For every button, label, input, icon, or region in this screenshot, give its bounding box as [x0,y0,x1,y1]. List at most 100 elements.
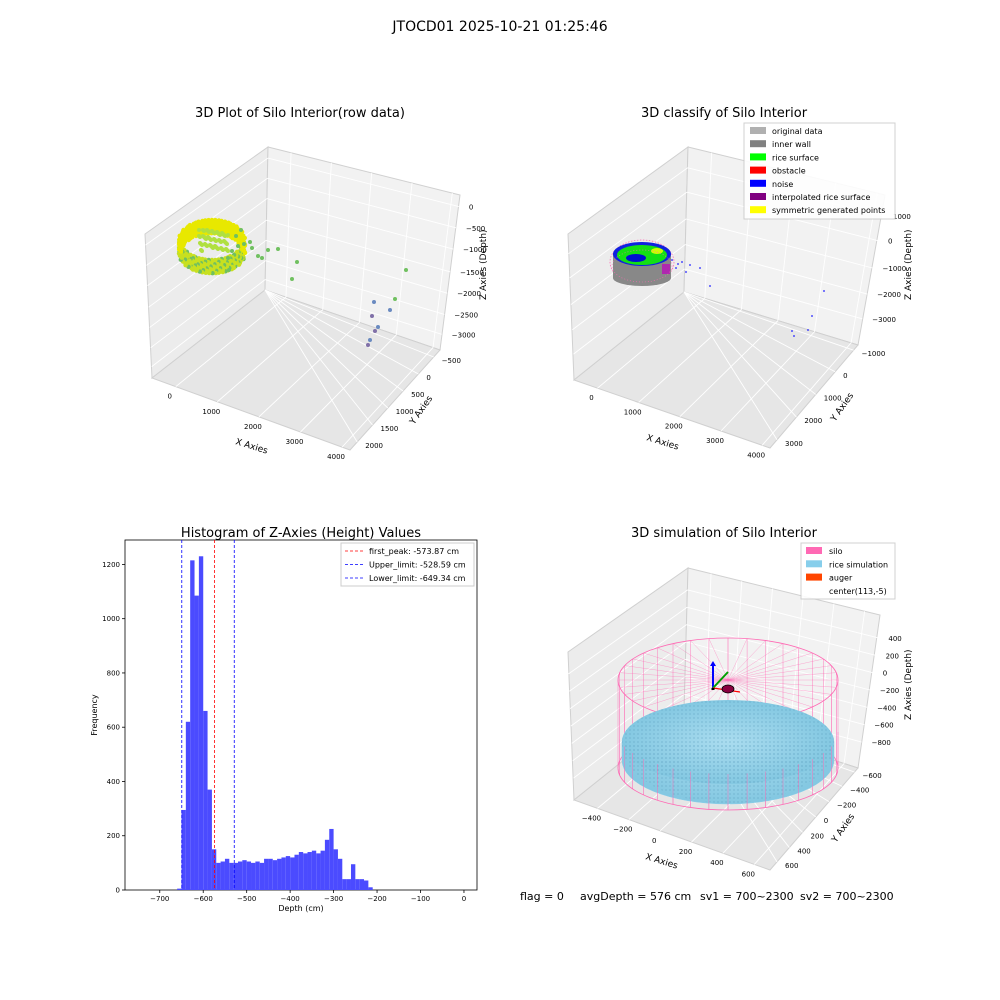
x-tick-label: 0 [589,394,593,402]
legend-label: auger [829,574,853,583]
raw-point [373,329,377,333]
simulation-3d-xlabel: X Axies [644,852,679,871]
simulation-3d-z-ticks: 400 200 0 −200 −400 −600 −800 [872,635,902,747]
histogram-bar [259,862,265,890]
histogram-bar [224,858,230,890]
y-tick-label: −400 [850,786,869,794]
histogram-bar [237,861,243,890]
histogram-bar [272,860,278,890]
footer-sv1: sv1 = 700~2300 [700,890,794,903]
legend-label: noise [772,180,793,189]
histogram-bar [264,858,269,890]
grid-line [679,320,779,418]
x-tick-label: 3000 [286,438,304,446]
histogram-y-ticks: 0 200 400 600 800 1000 1200 [102,561,125,895]
grid-line [266,219,451,273]
y-tick-label: 200 [107,832,120,840]
raw-3d-x-ticks: 0 1000 2000 3000 4000 [168,393,345,461]
z-tick-label: −800 [872,739,891,747]
histogram-bar [268,858,273,890]
histogram-bar [277,858,282,890]
z-tick-label: 200 [886,652,899,660]
raw-point [226,233,230,237]
silo-spoke [727,643,784,681]
legend-label: symmetric generated points [772,206,885,215]
x-tick-label: 0 [168,393,172,401]
simulation-3d-title: 3D simulation of Silo Interior [631,526,818,541]
histogram-plot-area [124,539,478,891]
raw-point [224,247,228,251]
x-tick-label: 2000 [244,423,262,431]
y-tick-label: 0 [824,817,828,825]
z-tick-label: −200 [880,687,899,695]
grid-line [573,268,685,355]
raw-3d-grid [145,152,459,448]
histogram-title: Histogram of Z-Axies (Height) Values [181,526,421,541]
raw-point [197,228,201,232]
raw-point [393,297,397,301]
noise-point [709,285,711,287]
raw-point [242,250,248,256]
histogram-bar [194,595,199,890]
grid-line [175,296,287,387]
noise-point [677,263,679,265]
simulation-3d-legend: silo rice simulation auger center(113,-5) [800,542,896,600]
classify-3d-z-ticks: 1000 0 −1000 −2000 −3000 [872,213,911,324]
raw-point [366,343,370,347]
grid-line [569,624,687,710]
x-tick-label: 1000 [202,408,220,416]
grid-line [265,260,445,315]
simulation-3d-auger [710,661,741,694]
noise-point [675,267,677,269]
histogram-bar [320,850,325,890]
noise-point [685,271,687,273]
raw-3d-y-ticks: 2000 1500 1000 500 0 −500 [365,357,461,450]
classify-3d-silo [609,239,675,286]
legend-label: interpolated rice surface [772,193,870,202]
raw-point [242,242,246,246]
z-tick-label: −500 [466,225,485,233]
noise-point [689,264,691,266]
x-tick-label: 3000 [706,437,724,445]
raw-point [222,239,226,243]
raw-point [248,240,252,244]
grid-line [683,291,817,395]
legend-label: Lower_limit: -649.34 cm [369,574,466,583]
raw-point [266,248,270,252]
grid-line [322,162,332,310]
histogram-bar [242,860,247,890]
y-tick-label: −200 [837,802,856,810]
x-tick-label: −600 [194,895,213,903]
raw-point [197,269,202,274]
x-tick-label: 4000 [747,451,765,459]
raw-point [236,244,240,248]
histogram-bar [290,857,295,890]
grid-line [683,291,854,351]
noise-point [807,329,809,331]
z-tick-label: −1500 [460,269,484,277]
x-tick-label: −400 [582,814,601,822]
legend-label: first_peak: -573.87 cm [369,547,459,556]
grid-line [147,198,268,286]
raw-point [197,234,201,238]
raw-point [210,229,214,233]
raw-point [372,300,376,304]
silo-spoke [727,658,824,681]
histogram-bar [211,849,217,890]
raw-point [220,231,224,235]
z-tick-label: 0 [883,670,887,678]
raw-point [201,228,205,232]
grid-line [266,198,454,250]
raw-point [210,271,215,276]
silo-spoke [727,638,748,681]
y-tick-label: 500 [411,391,424,399]
y-tick-label: 1200 [102,561,120,569]
grid-line [264,289,373,426]
histogram-bar [281,857,286,890]
raw-point [250,246,254,250]
grid-line [285,152,292,298]
silo-spoke [727,652,813,681]
z-tick-label: −1000 [463,246,487,254]
grid-line [570,641,687,727]
raw-point [182,239,188,244]
